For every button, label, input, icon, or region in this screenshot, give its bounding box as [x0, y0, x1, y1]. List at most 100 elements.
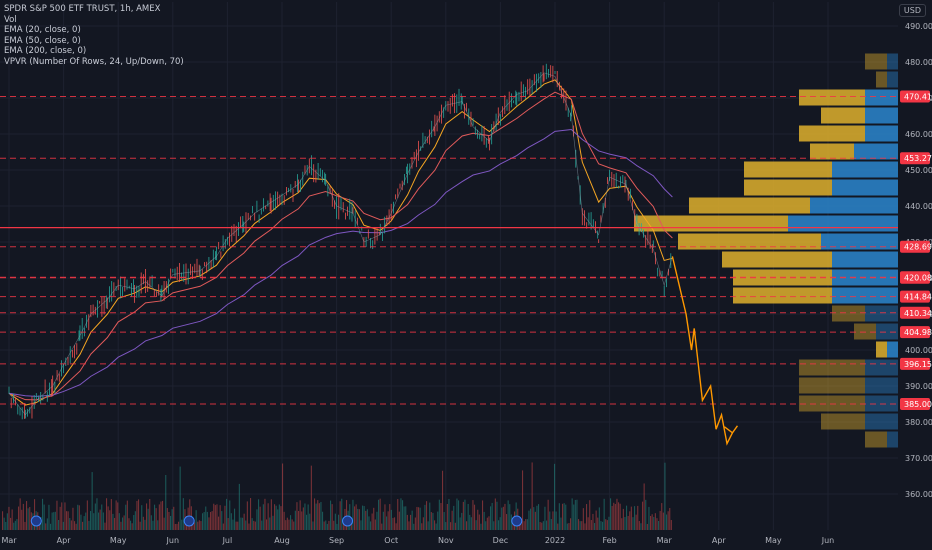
volume-bar	[165, 474, 167, 530]
volume-bar	[320, 502, 322, 530]
volume-bar	[227, 518, 229, 530]
volume-bar	[563, 503, 565, 530]
volume-bar	[486, 517, 488, 530]
volume-bar	[29, 507, 31, 530]
price-label: 414.84	[904, 293, 932, 302]
volume-bar	[550, 519, 552, 530]
volume-bar	[58, 519, 60, 530]
volume-bar	[285, 520, 287, 530]
volume-bar	[405, 506, 407, 530]
volume-bar	[262, 504, 264, 530]
volume-bar	[382, 511, 384, 530]
volume-bar	[542, 521, 544, 530]
volume-bar	[96, 498, 98, 530]
vp-up-bar	[876, 341, 887, 358]
volume-bar	[314, 498, 316, 530]
volume-bar	[155, 508, 157, 530]
volume-bar	[434, 520, 436, 530]
volume-bar	[416, 506, 418, 530]
ema-50-line	[8, 91, 673, 401]
volume-bar	[14, 520, 16, 530]
volume-bar	[69, 518, 71, 530]
volume-bar	[170, 515, 172, 530]
volume-bar	[616, 498, 618, 530]
volume-bar	[466, 521, 468, 530]
volume-bar	[107, 506, 109, 530]
volume-bar	[46, 518, 48, 530]
volume-bar	[445, 522, 447, 530]
volume-bar	[157, 520, 159, 530]
volume-bar	[669, 508, 671, 530]
volume-bar	[325, 520, 327, 530]
volume-bar	[656, 518, 658, 530]
y-tick-label: 480.00	[905, 58, 932, 67]
volume-bar	[565, 504, 567, 530]
vp-down-bar	[887, 341, 898, 358]
volume-bar	[149, 498, 151, 530]
volume-bar	[334, 513, 336, 530]
vp-up-bar	[678, 233, 821, 250]
volume-bar	[74, 521, 76, 530]
volume-bar	[634, 506, 636, 530]
x-tick-label: Jul	[222, 536, 233, 545]
volume-bar	[363, 506, 365, 530]
volume-bar	[512, 520, 514, 530]
volume-bar	[254, 521, 256, 530]
indicator-label[interactable]: EMA (200, close, 0)	[4, 46, 87, 57]
vp-up-bar	[799, 89, 865, 106]
vp-up-bar	[821, 413, 865, 430]
volume-bar	[66, 511, 68, 530]
volume-bar	[358, 509, 360, 530]
price-label-badge	[900, 240, 930, 253]
x-tick-label: Dec	[493, 536, 508, 545]
indicator-label[interactable]: VPVR (Number Of Rows, 24, Up/Down, 70)	[4, 56, 184, 67]
volume-bar	[112, 513, 114, 530]
indicator-label[interactable]: EMA (50, close, 0)	[4, 35, 81, 46]
volume-bar	[179, 466, 181, 530]
y-tick-label: 460.00	[905, 130, 932, 139]
vp-down-bar	[887, 53, 898, 70]
volume-bar	[490, 506, 492, 530]
volume-bar	[488, 516, 490, 530]
x-tick-label: Aug	[274, 536, 290, 545]
volume-bar	[627, 516, 629, 530]
volume-bar	[230, 513, 232, 530]
volume-bar	[296, 502, 298, 530]
volume-bar	[586, 504, 588, 530]
volume-bar	[213, 503, 215, 530]
volume-bar	[307, 504, 309, 530]
legend-panel: SPDR S&P 500 ETF TRUST, 1h, AMEX Vol EMA (…	[4, 4, 184, 68]
volume-bar	[54, 511, 56, 530]
indicator-label[interactable]: EMA (20, close, 0)	[4, 25, 81, 36]
volume-bar	[414, 517, 416, 530]
volume-bar	[208, 517, 210, 530]
volume-bar	[299, 500, 301, 530]
volume-bar	[134, 511, 136, 530]
volume-bar	[539, 522, 541, 530]
currency-badge[interactable]: USD	[898, 4, 926, 17]
volume-bar	[286, 517, 288, 530]
volume-bar	[443, 512, 445, 530]
volume-bar	[602, 521, 604, 530]
volume-bar	[142, 516, 144, 530]
volume-bar	[198, 520, 200, 530]
volume-bar	[646, 523, 648, 530]
volume-bar	[538, 504, 540, 530]
vp-up-bar	[634, 215, 788, 232]
volume-bar	[442, 470, 444, 530]
volume-bar	[530, 508, 532, 530]
volume-bar	[402, 500, 404, 530]
volume-bar	[272, 515, 274, 530]
event-marker-icon	[30, 515, 42, 527]
volume-bar	[424, 504, 426, 530]
vp-up-bar	[733, 287, 832, 304]
volume-bar	[621, 518, 623, 530]
volume-bar	[659, 510, 661, 530]
volume-bar	[146, 503, 148, 530]
indicator-label[interactable]: Vol	[4, 14, 17, 25]
event-marker-icon	[342, 515, 354, 527]
volume-bar	[374, 519, 376, 530]
y-tick-label: 380.00	[905, 418, 932, 427]
